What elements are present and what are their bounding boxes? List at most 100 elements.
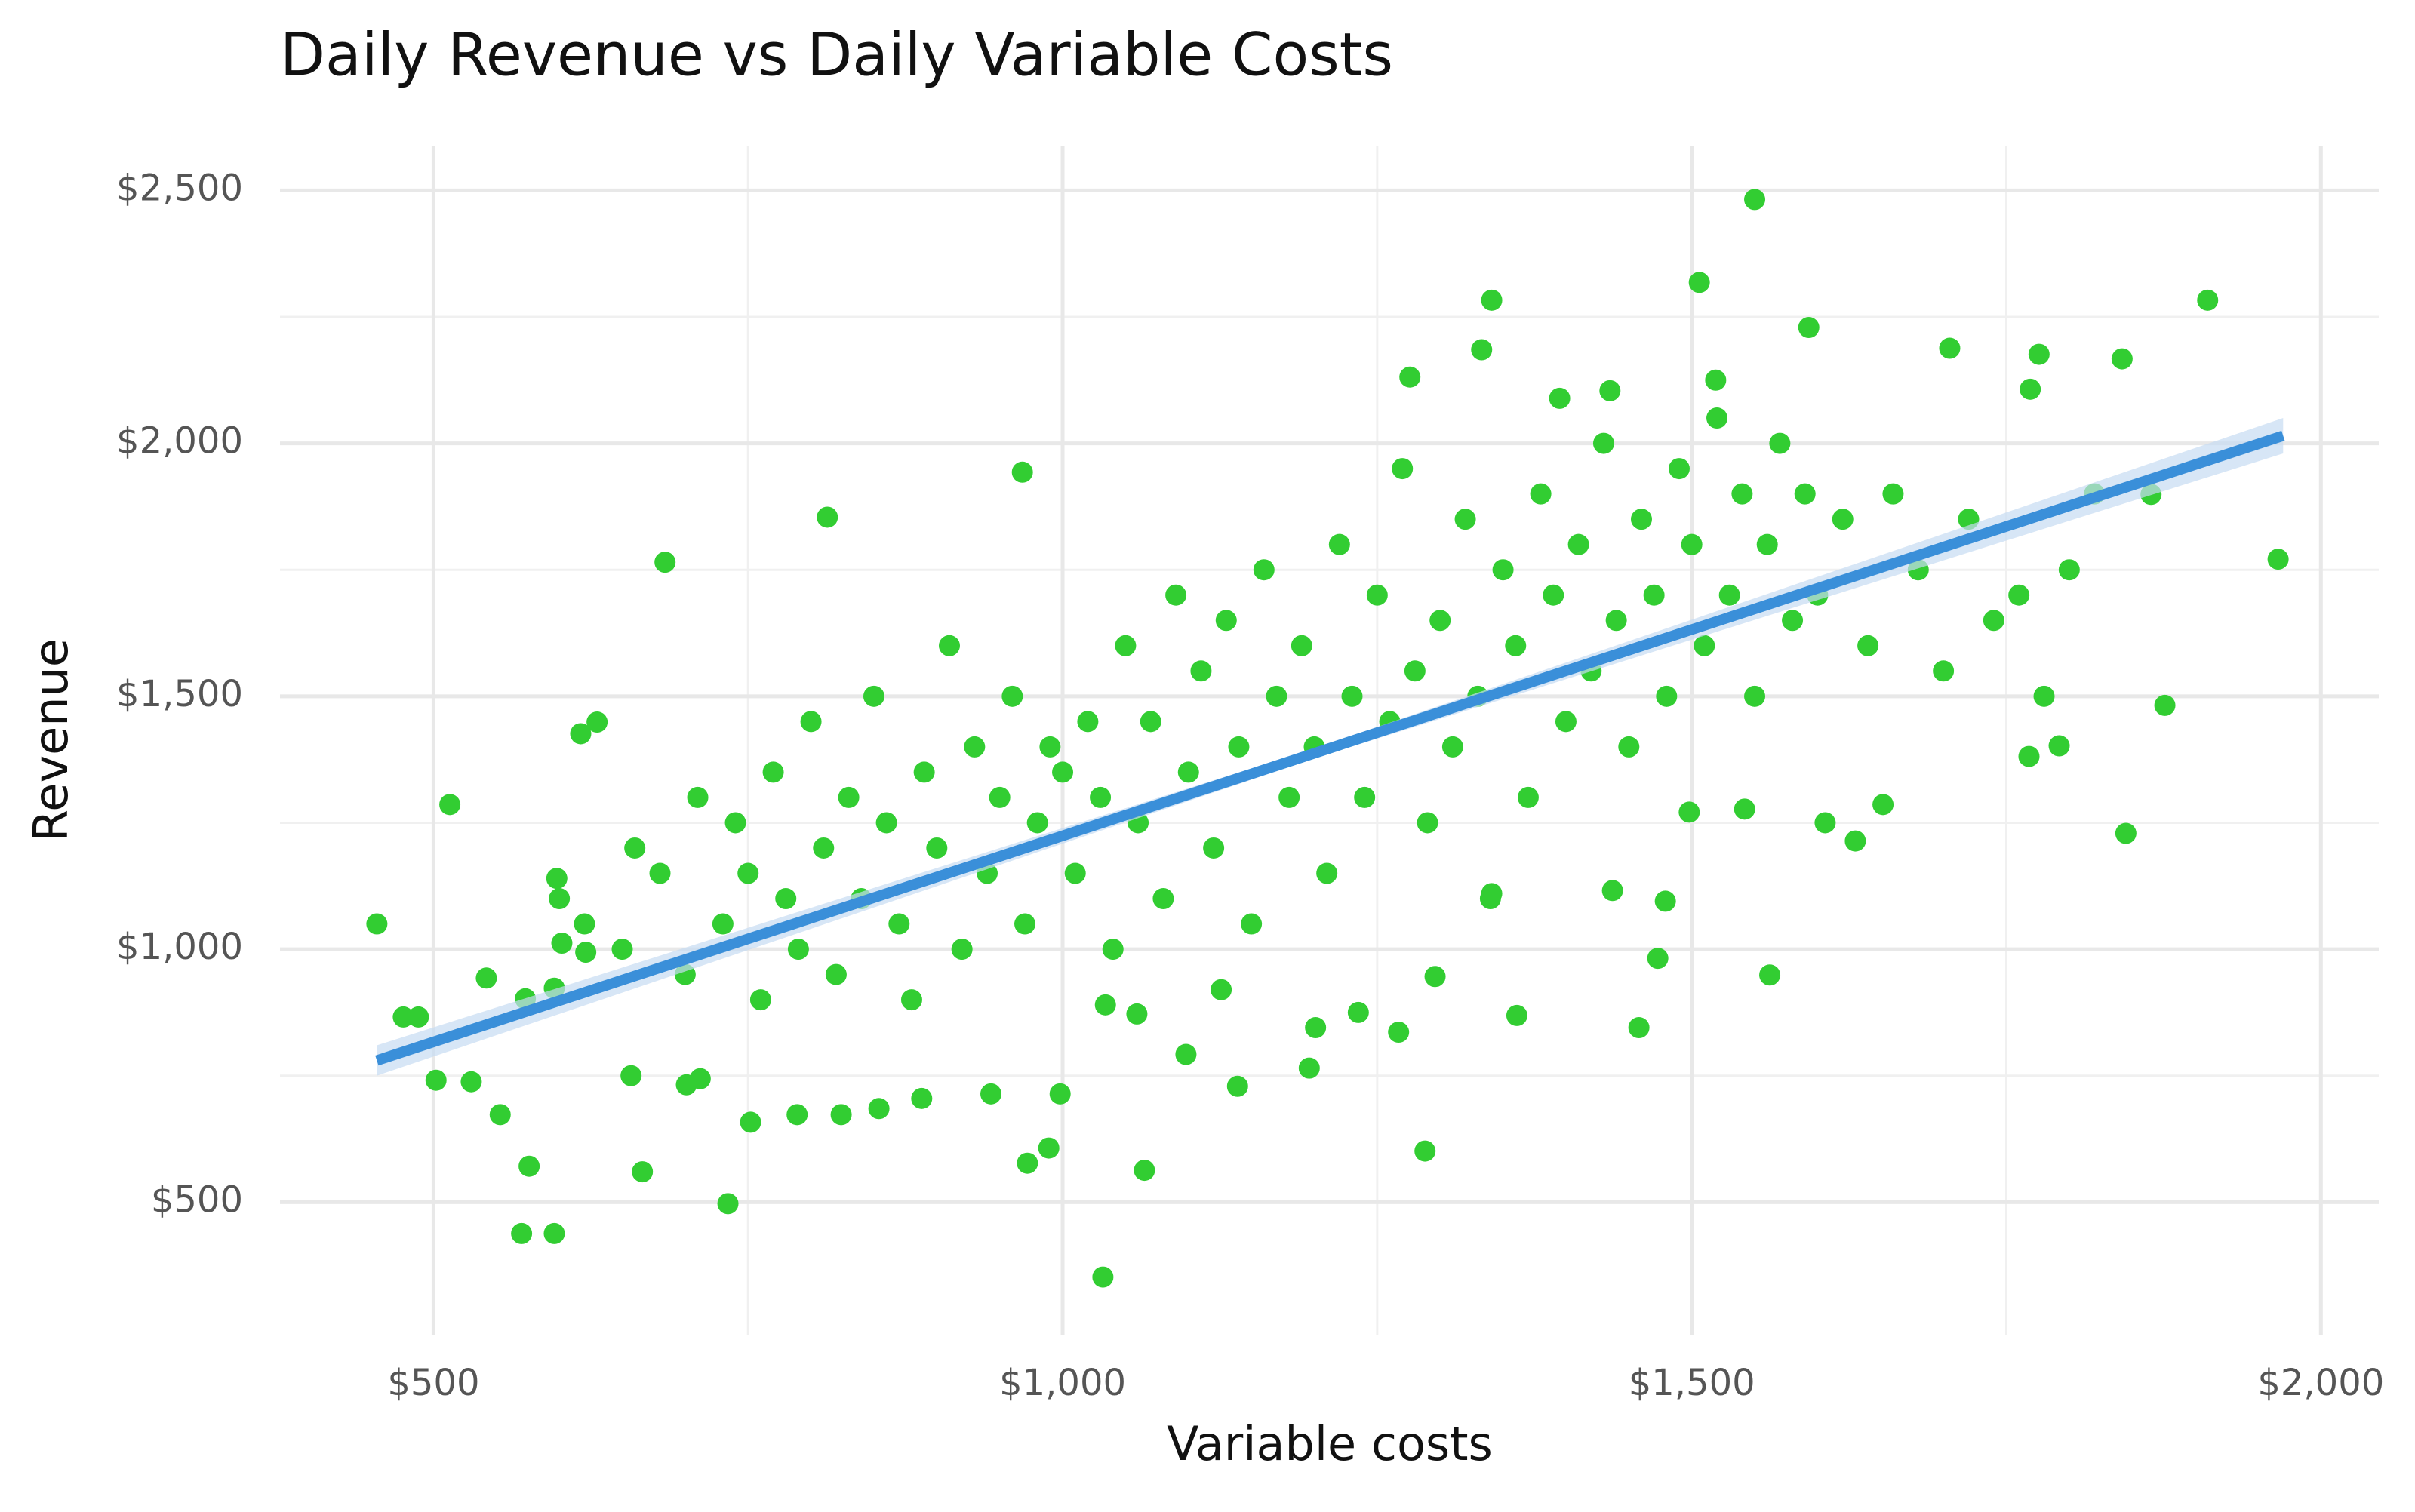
point [875, 812, 897, 834]
point [1140, 711, 1161, 733]
point [1630, 509, 1652, 530]
point [2058, 559, 2080, 581]
point [1052, 761, 1074, 783]
point [2267, 549, 2289, 570]
point [575, 942, 597, 963]
point [951, 939, 973, 960]
point [775, 888, 797, 910]
point [1026, 812, 1048, 834]
point [1543, 584, 1564, 606]
x-tick-label: $500 [387, 1362, 479, 1404]
point [1077, 711, 1099, 733]
point [926, 837, 948, 859]
point [511, 1222, 533, 1244]
point [2115, 822, 2137, 844]
point [1706, 407, 1728, 429]
point [1092, 1266, 1114, 1288]
point [1481, 289, 1503, 311]
point [1734, 798, 1755, 820]
x-tick-label: $1,000 [999, 1362, 1126, 1404]
point [632, 1161, 654, 1183]
point [425, 1069, 447, 1091]
point [1669, 458, 1690, 480]
point [1882, 483, 1904, 505]
point [900, 989, 922, 1011]
point [1769, 432, 1791, 454]
point [1688, 272, 1710, 293]
point [624, 837, 646, 859]
point [1001, 685, 1023, 707]
point [1694, 635, 1715, 656]
point [408, 1006, 429, 1028]
y-tick-label: $1,500 [116, 673, 243, 715]
point [543, 1222, 565, 1244]
point [1347, 1001, 1369, 1023]
point [787, 939, 809, 960]
point [913, 761, 935, 783]
point [1643, 584, 1665, 606]
y-tick-label: $500 [151, 1179, 243, 1221]
point [737, 862, 759, 884]
grid [280, 146, 2379, 1335]
point [1341, 685, 1363, 707]
point [1126, 1003, 1148, 1025]
point [1298, 1057, 1320, 1079]
point [2028, 343, 2050, 365]
point [800, 711, 822, 733]
point [1253, 559, 1275, 581]
x-axis-title: Variable costs [1167, 1416, 1493, 1471]
point [2033, 685, 2055, 707]
point [1175, 1043, 1197, 1065]
point [1064, 862, 1086, 884]
point [724, 812, 746, 834]
point [1844, 830, 1866, 852]
point [1241, 913, 1263, 935]
point [1567, 533, 1589, 555]
point [749, 989, 771, 1011]
y-tick-label: $1,000 [116, 926, 243, 968]
point [830, 1104, 852, 1126]
point [1328, 533, 1350, 555]
point [1678, 801, 1700, 823]
x-tick-label: $2,000 [2257, 1362, 2384, 1404]
point [1388, 1022, 1410, 1043]
point [1203, 837, 1225, 859]
point [2154, 694, 2176, 716]
point [1454, 509, 1476, 530]
point [1278, 786, 1300, 808]
point [1517, 786, 1539, 808]
point [1226, 1075, 1248, 1097]
y-tick-label: $2,000 [116, 420, 243, 463]
point [838, 786, 860, 808]
point [439, 794, 461, 816]
plot-area [366, 189, 2289, 1288]
point [762, 761, 784, 783]
point [1705, 369, 1727, 391]
point [1592, 432, 1614, 454]
point [675, 1074, 697, 1096]
point [1102, 939, 1124, 960]
chart-title: Daily Revenue vs Daily Variable Costs [280, 21, 1393, 89]
point [392, 1006, 414, 1028]
point [1090, 786, 1112, 808]
point [964, 736, 986, 758]
point [1228, 736, 1250, 758]
point [460, 1071, 482, 1093]
point [1471, 339, 1493, 361]
point [570, 723, 592, 745]
point [740, 1111, 761, 1133]
trend-line [375, 430, 2285, 1066]
point [1211, 979, 1232, 1000]
point [1190, 660, 1212, 682]
point [551, 933, 573, 954]
point [546, 868, 568, 890]
point [1134, 1160, 1155, 1182]
point [1505, 635, 1527, 656]
point [1731, 483, 1753, 505]
point [1094, 994, 1116, 1016]
point [2008, 584, 2030, 606]
point [1601, 880, 1623, 902]
point [1441, 736, 1463, 758]
point [1983, 610, 2004, 632]
